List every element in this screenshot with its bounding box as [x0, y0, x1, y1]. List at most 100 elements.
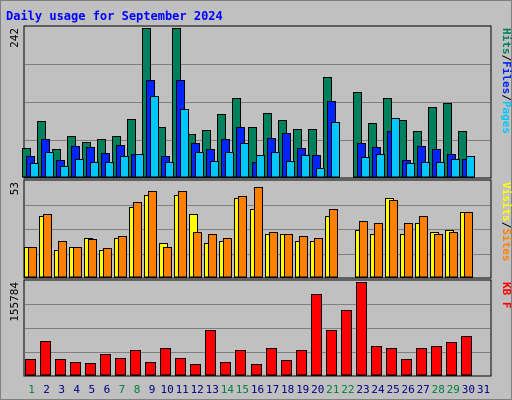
x-tick-label-day-1: 1	[28, 383, 35, 396]
x-tick-label-day-28: 28	[432, 383, 445, 396]
bar-kb-f-day-7	[115, 358, 126, 376]
x-tick-label-day-31: 31	[477, 383, 490, 396]
bar-pages-day-18	[286, 161, 295, 178]
bar-pages-day-19	[301, 155, 310, 178]
bar-sites-day-10	[163, 247, 172, 278]
x-tick-label-day-25: 25	[386, 383, 399, 396]
bar-pages-day-3	[60, 166, 69, 178]
ylabel-part-hits: Hits	[500, 28, 512, 55]
bar-pages-day-29	[451, 159, 460, 178]
bar-sites-day-14	[223, 238, 232, 278]
panel-1-ylabel: Hits/Files/Pages	[500, 28, 512, 134]
bar-pages-day-7	[120, 156, 129, 178]
bar-kb-f-day-11	[175, 358, 186, 376]
bar-pages-day-30	[466, 156, 475, 178]
ylabel-separator: /	[500, 55, 512, 62]
bar-sites-day-27	[419, 216, 428, 278]
bar-kb-f-day-13	[205, 330, 216, 376]
x-tick-label-day-2: 2	[43, 383, 50, 396]
x-tick-label-day-30: 30	[462, 383, 475, 396]
bar-pages-day-25	[391, 118, 400, 178]
bar-sites-day-16	[254, 187, 263, 278]
x-tick-label-day-13: 13	[206, 383, 219, 396]
bar-kb-f-day-17	[266, 348, 277, 376]
bar-kb-f-day-28	[431, 346, 442, 376]
x-tick-label-day-21: 21	[326, 383, 339, 396]
bar-kb-f-day-22	[341, 310, 352, 376]
bar-sites-day-17	[269, 232, 278, 278]
bar-sites-day-8	[133, 202, 142, 278]
panel-3-ylabel: KB F	[500, 282, 512, 309]
bar-sites-day-18	[284, 234, 293, 278]
x-tick-label-day-24: 24	[371, 383, 385, 396]
x-tick-label-day-18: 18	[281, 383, 294, 396]
x-tick-label-day-29: 29	[447, 383, 460, 396]
bar-pages-day-28	[436, 162, 445, 178]
bar-pages-day-23	[361, 157, 370, 178]
chart-title: Daily usage for September 2024	[6, 9, 223, 23]
bar-sites-day-1	[28, 247, 37, 278]
bar-kb-f-day-23	[356, 282, 367, 376]
bar-kb-f-day-26	[401, 359, 412, 376]
bar-sites-day-12	[193, 232, 202, 278]
ylabel-part-visits: Visits	[500, 182, 512, 222]
bar-pages-day-26	[406, 163, 415, 178]
bar-sites-day-5	[88, 239, 97, 278]
x-tick-label-day-10: 10	[160, 383, 173, 396]
bar-kb-f-day-10	[160, 348, 171, 376]
ylabel-part-files: Files	[500, 61, 512, 94]
bar-kb-f-day-8	[130, 350, 141, 376]
x-tick-label-day-9: 9	[149, 383, 156, 396]
bar-kb-f-day-30	[461, 336, 472, 376]
bar-pages-day-14	[225, 152, 234, 178]
x-tick-label-day-6: 6	[104, 383, 111, 396]
bar-sites-day-4	[73, 247, 82, 278]
bar-pages-day-20	[316, 168, 325, 178]
x-tick-label-day-15: 15	[236, 383, 249, 396]
bar-sites-day-23	[359, 221, 368, 278]
x-tick-label-day-11: 11	[176, 383, 189, 396]
x-tick-label-day-4: 4	[73, 383, 80, 396]
bar-sites-day-21	[329, 209, 338, 278]
panel-2-ymax-label: 53	[8, 182, 21, 195]
bar-pages-day-4	[75, 159, 84, 178]
x-tick-label-day-27: 27	[417, 383, 430, 396]
bar-kb-f-day-29	[446, 342, 457, 376]
panel-3-ymax-label: 155784	[8, 282, 21, 322]
x-tick-label-day-26: 26	[401, 383, 414, 396]
bar-pages-day-16	[256, 155, 265, 178]
bar-sites-day-11	[178, 191, 187, 278]
bar-kb-f-day-6	[100, 354, 111, 376]
bar-kb-f-day-16	[251, 364, 262, 376]
bar-pages-day-24	[376, 154, 385, 178]
bar-pages-day-6	[105, 162, 114, 178]
bar-kb-f-day-20	[311, 294, 322, 376]
bar-kb-f-day-27	[416, 348, 427, 376]
bar-pages-day-1	[30, 163, 39, 178]
bar-sites-day-20	[314, 238, 323, 278]
bar-sites-day-6	[103, 248, 112, 278]
panel-2-ylabel: Visits/Sites	[500, 182, 512, 262]
bar-sites-day-26	[404, 223, 413, 278]
bar-sites-day-30	[464, 212, 473, 278]
ylabel-separator: /	[500, 222, 512, 229]
x-tick-label-day-17: 17	[266, 383, 279, 396]
bar-sites-day-28	[434, 234, 443, 278]
bar-kb-f-day-25	[386, 348, 397, 376]
bar-kb-f-day-3	[55, 359, 66, 376]
bar-pages-day-9	[150, 96, 159, 178]
ylabel-part-pages: Pages	[500, 101, 512, 134]
bar-kb-f-day-24	[371, 346, 382, 376]
bar-kb-f-day-19	[296, 350, 307, 376]
x-tick-label-day-12: 12	[191, 383, 204, 396]
bar-kb-f-day-15	[235, 350, 246, 376]
bar-pages-day-17	[271, 152, 280, 178]
bar-sites-day-2	[43, 214, 52, 278]
bar-kb-f-day-12	[190, 364, 201, 376]
bar-pages-day-2	[45, 152, 54, 178]
x-tick-label-day-7: 7	[119, 383, 126, 396]
bar-sites-day-24	[374, 223, 383, 278]
bar-kb-f-day-21	[326, 330, 337, 376]
bar-pages-day-11	[180, 109, 189, 178]
